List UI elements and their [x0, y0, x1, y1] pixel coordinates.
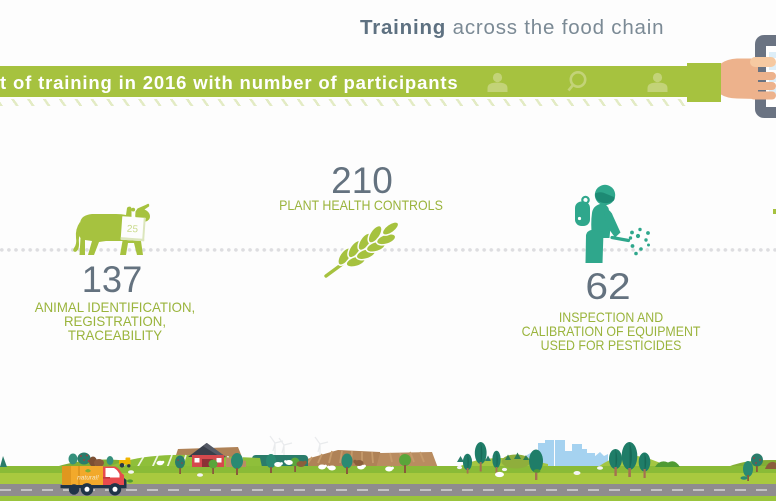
- svg-text:natural!: natural!: [77, 475, 99, 482]
- svg-text:25: 25: [126, 224, 138, 236]
